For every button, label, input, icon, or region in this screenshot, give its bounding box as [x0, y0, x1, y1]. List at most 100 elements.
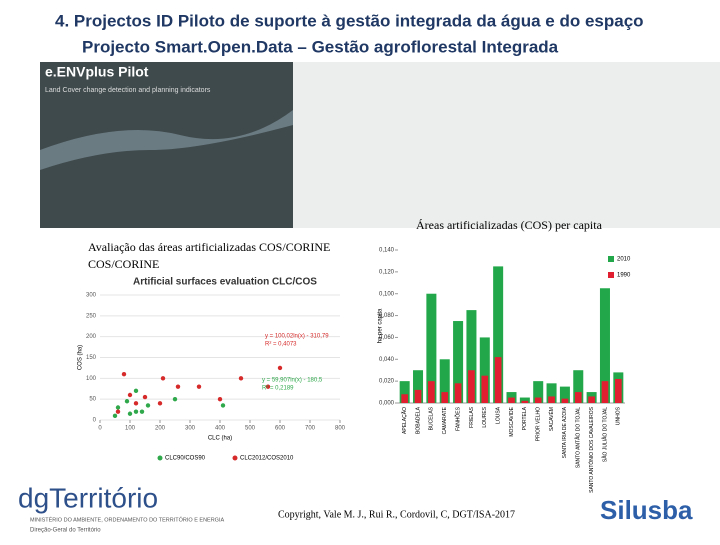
- x-tick-label: 200: [155, 426, 166, 432]
- bar: [494, 357, 502, 403]
- x-tick-label: 100: [125, 426, 136, 432]
- x-tick-label: 800: [335, 426, 346, 432]
- x-tick-label: CAMARATE: [442, 406, 448, 434]
- bar: [588, 396, 595, 403]
- x-tick-label: SANTO ANTÓNIO DOS CAVALEIROS: [588, 406, 595, 493]
- legend-label: CLC2012/COS2010: [240, 456, 294, 462]
- point: [121, 371, 127, 377]
- bar: [573, 370, 584, 403]
- river: [40, 110, 293, 170]
- image-title: e.ENVplus Pilot: [45, 64, 149, 80]
- x-tick-label: LOUSA: [495, 406, 501, 424]
- bar: [601, 381, 609, 403]
- annotation: R² = 0,4073: [265, 342, 297, 348]
- y-tick-label: 100: [86, 376, 97, 382]
- x-tick-label: LOURES: [482, 406, 488, 427]
- y-axis-label: COS (ha): [78, 345, 84, 370]
- bar: [546, 383, 557, 403]
- bar: [561, 398, 569, 403]
- x-tick-label: SANTA IRIA DE AZOIA: [562, 406, 568, 458]
- point: [220, 403, 226, 408]
- bar: [493, 266, 504, 403]
- x-tick-label: APELAÇÃO: [401, 407, 408, 434]
- legend-swatch: [157, 455, 163, 461]
- chart-bg: [75, 272, 347, 472]
- bar: [441, 392, 449, 403]
- point: [238, 376, 244, 381]
- y-tick-label: 0,020: [379, 379, 395, 385]
- point: [133, 401, 139, 406]
- scatter-caption-2: COS/CORINE: [88, 257, 159, 271]
- point: [277, 365, 283, 371]
- image-background: [293, 62, 720, 228]
- bar: [521, 400, 529, 403]
- x-tick-label: 300: [185, 426, 196, 432]
- bar: [428, 381, 435, 403]
- bar: [426, 293, 437, 403]
- slide-title: 4. Projectos ID Piloto de suporte à gest…: [55, 11, 644, 30]
- legend-swatch: [608, 256, 614, 262]
- y-tick-label: 0,000: [379, 401, 395, 407]
- point: [145, 403, 151, 408]
- legend-label: 2010: [617, 257, 631, 263]
- copyright: Copyright, Vale M. J., Rui R., Cordovil,…: [278, 509, 515, 520]
- bar: [454, 383, 462, 403]
- x-tick-label: FRIELAS: [469, 406, 475, 428]
- legend-label: 1990: [617, 273, 631, 279]
- point: [139, 409, 145, 414]
- point: [265, 384, 271, 389]
- logo: dgTerritório: [18, 482, 158, 513]
- x-tick-label: 600: [275, 426, 286, 432]
- x-tick-label: 700: [305, 426, 316, 432]
- bar: [413, 370, 424, 403]
- point: [157, 401, 163, 406]
- x-tick-label: BOBADELA: [415, 406, 421, 434]
- bar: [414, 389, 422, 403]
- bar: [468, 370, 475, 403]
- y-tick-label: 250: [86, 313, 97, 319]
- point: [142, 394, 148, 400]
- y-axis-label: ha per capita: [378, 308, 384, 343]
- y-tick-label: 0,060: [379, 335, 395, 341]
- x-tick-label: PRIOR VELHO: [536, 407, 542, 441]
- y-tick-label: 200: [86, 334, 97, 340]
- chart-title: Artificial surfaces evaluation CLC/COS: [133, 277, 317, 288]
- image-caption: Land Cover change detection and planning…: [45, 87, 211, 94]
- bar: [548, 396, 555, 403]
- legend-swatch: [232, 455, 238, 461]
- point: [115, 409, 121, 414]
- point: [172, 396, 178, 402]
- y-tick-label: 0,100: [379, 291, 395, 297]
- y-tick-label: 0,140: [379, 248, 395, 254]
- x-tick-label: MOSCAVIDE: [509, 406, 515, 436]
- x-tick-label: 400: [215, 426, 226, 432]
- bar: [519, 397, 530, 403]
- x-tick-label: UNHOS: [616, 406, 622, 425]
- x-tick-label: SÃO JULIÃO DO TOJAL: [601, 407, 608, 462]
- x-tick-label: BUCELAS: [429, 406, 435, 430]
- point: [217, 396, 223, 402]
- point: [124, 399, 130, 404]
- point: [127, 392, 133, 398]
- point: [112, 413, 118, 419]
- annotation: y = 100,02ln(x) - 310,79: [265, 334, 329, 340]
- x-tick-label: FANHÕES: [454, 406, 461, 431]
- point: [133, 409, 139, 414]
- point: [160, 376, 166, 381]
- bar: [614, 378, 622, 403]
- point: [115, 405, 121, 410]
- x-tick-label: SACAVÉM: [548, 407, 555, 431]
- x-axis-label: CLC (ha): [208, 436, 232, 442]
- x-tick-label: PORTELA: [522, 406, 528, 430]
- bar: [481, 375, 489, 403]
- point: [133, 388, 139, 394]
- y-tick-label: 0: [93, 418, 97, 424]
- bar: [508, 397, 515, 403]
- point: [175, 384, 181, 389]
- bar: [453, 321, 464, 403]
- bar: [466, 310, 477, 403]
- bar: [599, 288, 610, 403]
- legend-label: CLC90/COS90: [165, 456, 206, 462]
- ministry: MINISTÉRIO DO AMBIENTE, ORDENAMENTO DO T…: [30, 516, 224, 523]
